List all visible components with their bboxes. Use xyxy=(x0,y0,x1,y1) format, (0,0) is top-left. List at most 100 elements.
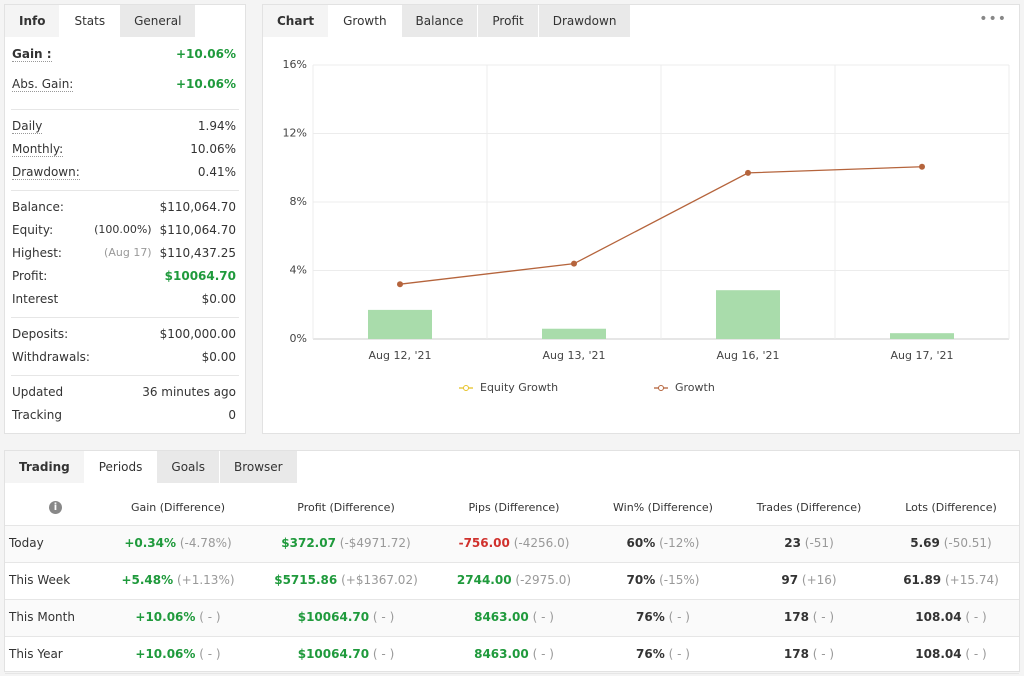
x-tick-label: Aug 13, '21 xyxy=(543,349,606,362)
row-line xyxy=(5,599,1019,600)
cell-diff: (-12%) xyxy=(659,536,700,550)
cell: 61.89 (+15.74) xyxy=(861,573,1024,587)
row-line xyxy=(5,562,1019,563)
stat-value: 0 xyxy=(228,408,236,422)
cell-value: +5.48% xyxy=(121,573,174,587)
row-name: This Year xyxy=(9,647,63,661)
cell-value: 61.89 xyxy=(903,573,942,587)
cell-diff: (-50.51) xyxy=(943,536,992,550)
row-bg xyxy=(5,526,1019,562)
periods-panel: Trading Periods Goals Browser i Gain (Differe… xyxy=(4,450,1020,674)
cell: 2744.00 (-2975.0) xyxy=(424,573,604,587)
point xyxy=(397,281,403,288)
tab[interactable]: Goals xyxy=(157,451,220,483)
cell: $10064.70 ( - ) xyxy=(256,647,436,661)
y-tick-label: 12% xyxy=(283,127,307,140)
row-line xyxy=(5,673,1019,674)
point xyxy=(919,163,925,170)
cell-diff: ( - ) xyxy=(965,647,987,661)
legend-marker xyxy=(658,385,664,391)
cell: $10064.70 ( - ) xyxy=(256,610,436,624)
row-name: This Week xyxy=(9,573,71,587)
cell-diff: (+16) xyxy=(801,573,837,587)
menu-icon[interactable]: ••• xyxy=(979,11,1007,27)
cell-value: $5715.86 xyxy=(274,573,338,587)
chart: 0% 4% 8% 12% 16% Aug 12, '21 Aug 13, '21 Aug 16… xyxy=(283,58,1010,394)
row-bg xyxy=(5,600,1019,636)
stat-value: $110,064.70 xyxy=(159,200,236,214)
tab[interactable]: Periods xyxy=(84,451,158,483)
point xyxy=(745,169,751,176)
cell-diff: ( - ) xyxy=(532,647,554,661)
tab[interactable]: Profit xyxy=(478,5,539,37)
cell-diff: ( - ) xyxy=(532,610,554,624)
chart-panel: ••• 0% 4% 8% 12% 16% Aug 12, '21 Aug 13, '21 Au… xyxy=(262,4,1020,434)
separator xyxy=(11,317,239,318)
y-tick-label: 0% xyxy=(290,332,307,345)
cell-diff: ( - ) xyxy=(199,647,221,661)
cell: 60% (-12%) xyxy=(573,536,753,550)
stats-panel: Info Stats General Gain : +10.06% Abs. Gain: +… xyxy=(4,4,246,434)
tab: Info xyxy=(5,5,61,37)
cell-value: 76% xyxy=(636,610,665,624)
y-tick-label: 4% xyxy=(290,264,307,277)
stat-label: Gain : xyxy=(12,47,52,62)
cell-value: 60% xyxy=(626,536,656,550)
row-name: This Month xyxy=(9,610,75,624)
cell-diff: (-2975.0) xyxy=(515,573,572,587)
cell-value: 178 xyxy=(783,610,809,624)
stat-label: Monthly: xyxy=(12,142,64,157)
cell-value: 23 xyxy=(784,536,801,550)
column-header: Trades (Difference) xyxy=(756,501,862,514)
cell-diff: (-51) xyxy=(804,536,834,550)
row-line xyxy=(5,525,1019,526)
column-header: Lots (Difference) xyxy=(905,501,997,514)
legend-marker xyxy=(463,385,469,391)
cell-diff: (-4.78%) xyxy=(179,536,232,550)
tab[interactable]: Drawdown xyxy=(538,5,632,37)
separator xyxy=(11,109,239,110)
stat-value: 36 minutes ago xyxy=(142,385,236,399)
info-icon: i xyxy=(49,501,62,514)
cell: +0.34% (-4.78%) xyxy=(88,536,268,550)
cell: 23 (-51) xyxy=(719,536,899,550)
cell-diff: ( - ) xyxy=(372,647,395,661)
cell: +10.06% ( - ) xyxy=(88,647,268,661)
cell-value: $10064.70 xyxy=(297,647,370,661)
tab[interactable]: Browser xyxy=(219,451,298,483)
x-tick-label: Aug 12, '21 xyxy=(369,349,432,362)
cell: $372.07 (-$4971.72) xyxy=(256,536,436,550)
cell-diff: ( - ) xyxy=(668,647,690,661)
tab-bar: Info Stats General xyxy=(5,5,197,37)
cell-diff: ( - ) xyxy=(965,610,987,624)
cell-diff: (-15%) xyxy=(659,573,700,587)
cell-diff: ( - ) xyxy=(199,610,221,624)
x-tick-label: Aug 17, '21 xyxy=(891,349,954,362)
cell-value: 76% xyxy=(636,647,665,661)
cell-value: 5.69 xyxy=(910,536,940,550)
separator xyxy=(11,375,239,376)
row-line xyxy=(5,636,1019,637)
cell-diff: ( - ) xyxy=(812,647,835,661)
tab[interactable]: Growth xyxy=(329,5,402,37)
cell-value: 97 xyxy=(781,573,799,587)
tab[interactable]: Stats xyxy=(60,5,121,37)
stat-label: Updated xyxy=(12,385,64,399)
stat-value: $0.00 xyxy=(201,292,236,306)
stat-value: 0.41% xyxy=(197,165,236,179)
stat-value: $100,000.00 xyxy=(159,327,236,341)
cell-diff: ( - ) xyxy=(812,610,835,624)
stat-label: Equity: xyxy=(12,223,54,237)
cell-value: +10.06% xyxy=(135,610,196,624)
cell-value: 70% xyxy=(626,573,656,587)
cell-value: 178 xyxy=(783,647,809,661)
cell-value: 2744.00 xyxy=(456,573,512,587)
tab[interactable]: General xyxy=(120,5,197,37)
tab[interactable]: Balance xyxy=(401,5,479,37)
stat-value: 1.94% xyxy=(197,119,236,133)
tab: Chart xyxy=(263,5,330,37)
stat-label: Tracking xyxy=(12,408,62,422)
cell: +10.06% ( - ) xyxy=(88,610,268,624)
cell-value: 8463.00 xyxy=(474,610,529,624)
